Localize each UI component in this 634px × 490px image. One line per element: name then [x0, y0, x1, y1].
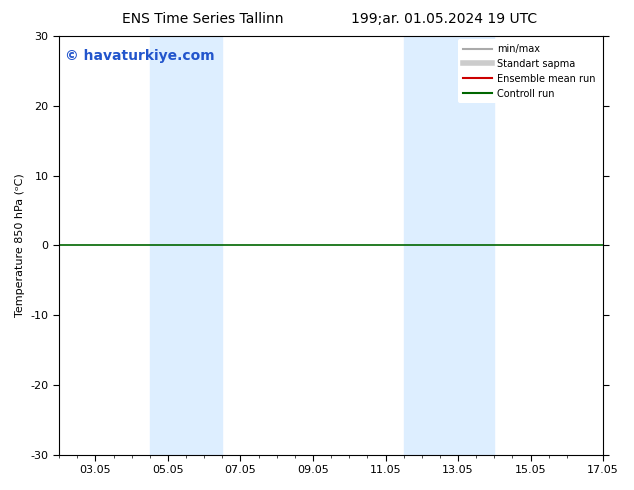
Text: ENS Time Series Tallinn: ENS Time Series Tallinn	[122, 12, 283, 26]
Legend: min/max, Standart sapma, Ensemble mean run, Controll run: min/max, Standart sapma, Ensemble mean r…	[458, 39, 600, 103]
Bar	[150, 36, 223, 455]
Text: 199;ar. 01.05.2024 19 UTC: 199;ar. 01.05.2024 19 UTC	[351, 12, 537, 26]
Y-axis label: Temperature 850 hPa (ᵒC): Temperature 850 hPa (ᵒC)	[15, 173, 25, 317]
Text: © havaturkiye.com: © havaturkiye.com	[65, 49, 214, 63]
Bar	[404, 36, 495, 455]
